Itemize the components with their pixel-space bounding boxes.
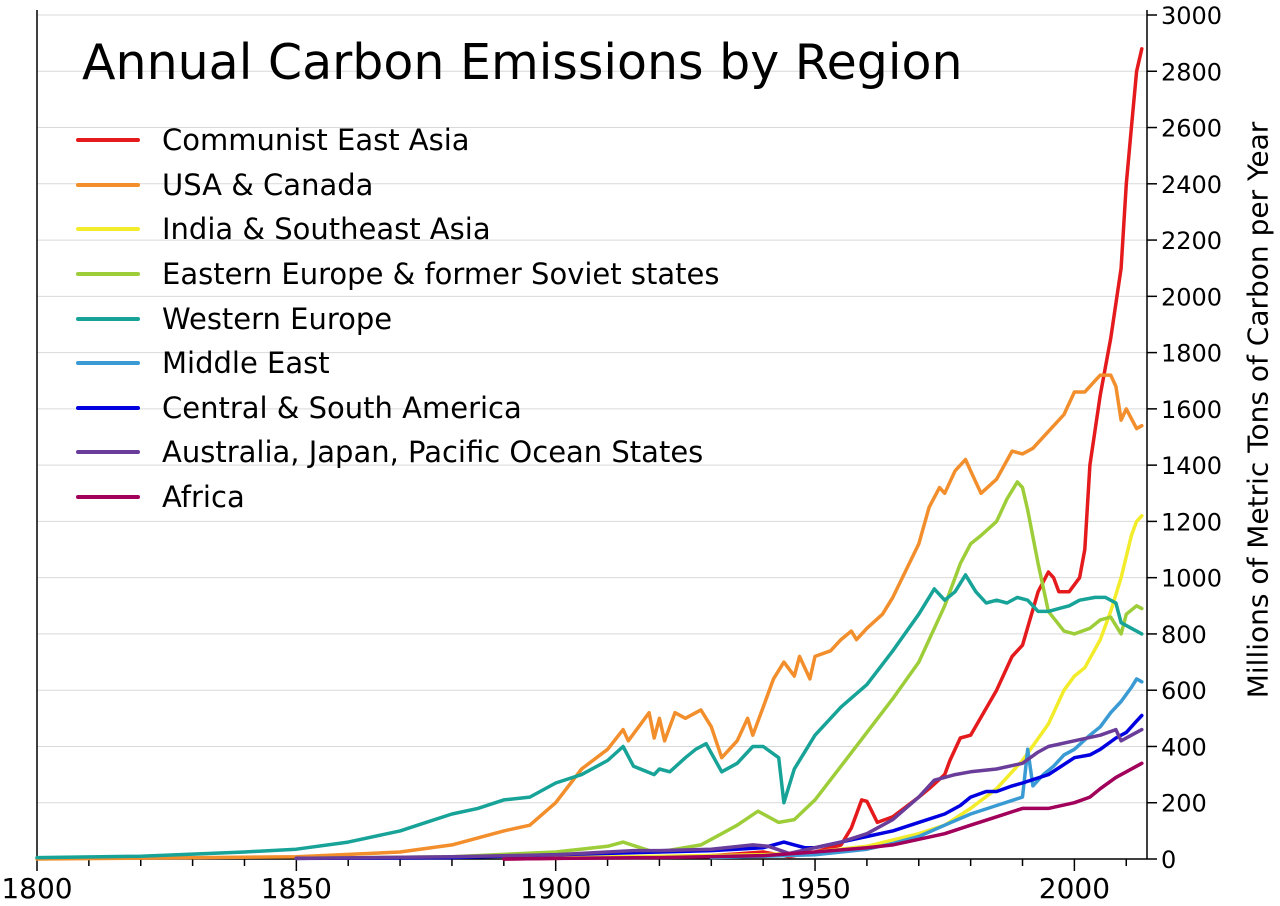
series-lines xyxy=(35,47,1144,861)
legend-swatch xyxy=(76,227,140,232)
x-tick-label: 1800 xyxy=(1,872,72,905)
legend-item: Communist East Asia xyxy=(76,118,719,163)
legend-label: Communist East Asia xyxy=(162,123,470,158)
legend-swatch xyxy=(76,272,140,277)
y-tick-label: 800 xyxy=(1161,621,1207,649)
legend-item: Australia, Japan, Pacific Ocean States xyxy=(76,430,719,475)
y-tick-label: 2200 xyxy=(1161,227,1222,255)
x-tick-label: 2000 xyxy=(1039,872,1110,905)
legend-label: Eastern Europe & former Soviet states xyxy=(162,257,720,292)
legend-item: Central & South America xyxy=(76,386,719,431)
y-tick-label: 2000 xyxy=(1161,283,1222,311)
y-tick-label: 1600 xyxy=(1161,396,1222,424)
y-tick-label: 1800 xyxy=(1161,340,1222,368)
legend-label: Africa xyxy=(162,480,245,515)
legend-swatch xyxy=(76,495,140,500)
y-tick-label: 2800 xyxy=(1161,58,1222,86)
y-tick-label: 400 xyxy=(1161,733,1207,761)
series-line-africa xyxy=(502,761,1144,861)
legend-label: Western Europe xyxy=(162,301,393,336)
legend-swatch xyxy=(76,405,140,410)
gridlines xyxy=(37,14,1147,804)
y-tick-label: 600 xyxy=(1161,677,1207,705)
y-tick-label: 2400 xyxy=(1161,171,1222,199)
x-tick-label: 1850 xyxy=(261,872,332,905)
legend-item: USA & Canada xyxy=(76,163,719,208)
x-tick-label: 1950 xyxy=(779,872,850,905)
legend-swatch xyxy=(76,316,140,321)
y-tick-label: 1000 xyxy=(1161,565,1222,593)
series-line-central-south-america xyxy=(294,713,1144,861)
legend-item: India & Southeast Asia xyxy=(76,207,719,252)
y-tick-label: 2600 xyxy=(1161,115,1222,143)
y-tick-label: 0 xyxy=(1161,846,1176,874)
x-tick-label: 1900 xyxy=(520,872,591,905)
series-line-western-europe xyxy=(35,573,1144,860)
legend-swatch xyxy=(76,450,140,455)
legend-item: Eastern Europe & former Soviet states xyxy=(76,252,719,297)
legend-swatch xyxy=(76,182,140,187)
series-line-australia-japan-pacific-ocean-states xyxy=(294,727,1144,861)
y-tick-label: 200 xyxy=(1161,790,1207,818)
y-axis-label: Millions of Metric Tons of Carbon per Ye… xyxy=(1241,121,1275,699)
series-line-usa-canada xyxy=(35,373,1144,861)
legend-swatch xyxy=(76,138,140,143)
legend-label: USA & Canada xyxy=(162,167,374,202)
chart-legend: Communist East Asia USA & Canada India & S… xyxy=(76,118,719,519)
y-tick-label: 1400 xyxy=(1161,452,1222,480)
y-tick-label: 1200 xyxy=(1161,508,1222,536)
legend-swatch xyxy=(76,361,140,366)
tick-labels: 0 200 400 600 800 1000 1200 1400 1600 1800 2000 220… xyxy=(1,2,1222,905)
legend-label: Central & South America xyxy=(162,390,522,425)
legend-label: India & Southeast Asia xyxy=(162,212,491,247)
legend-item: Western Europe xyxy=(76,296,719,341)
y-tick-label: 3000 xyxy=(1161,2,1222,30)
legend-label: Australia, Japan, Pacific Ocean States xyxy=(162,435,704,470)
legend-label: Middle East xyxy=(162,346,330,381)
legend-item: Middle East xyxy=(76,341,719,386)
chart-title: Annual Carbon Emissions by Region xyxy=(82,34,963,91)
legend-item: Africa xyxy=(76,475,719,520)
series-line-eastern-europe-former-soviet-states xyxy=(294,480,1144,861)
